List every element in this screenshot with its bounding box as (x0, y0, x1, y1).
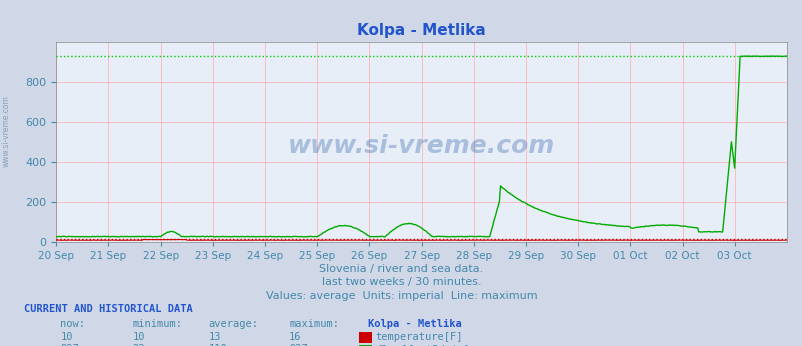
Text: 16: 16 (289, 332, 302, 342)
Title: Kolpa - Metlika: Kolpa - Metlika (357, 22, 485, 38)
Text: Slovenia / river and sea data.: Slovenia / river and sea data. (319, 264, 483, 274)
Text: average:: average: (209, 319, 258, 329)
Text: 110: 110 (209, 344, 227, 346)
Text: www.si-vreme.com: www.si-vreme.com (288, 134, 554, 158)
Text: 13: 13 (209, 332, 221, 342)
Text: 10: 10 (132, 332, 145, 342)
Text: www.si-vreme.com: www.si-vreme.com (2, 95, 11, 167)
Text: now:: now: (60, 319, 85, 329)
Text: maximum:: maximum: (289, 319, 338, 329)
Text: 927: 927 (60, 344, 79, 346)
Text: 10: 10 (60, 332, 73, 342)
Text: 927: 927 (289, 344, 307, 346)
Text: flow[foot3/min]: flow[foot3/min] (375, 344, 469, 346)
Text: Kolpa - Metlika: Kolpa - Metlika (367, 319, 461, 329)
Text: 23: 23 (132, 344, 145, 346)
Text: minimum:: minimum: (132, 319, 182, 329)
Text: temperature[F]: temperature[F] (375, 332, 463, 342)
Text: last two weeks / 30 minutes.: last two weeks / 30 minutes. (322, 277, 480, 288)
Text: CURRENT AND HISTORICAL DATA: CURRENT AND HISTORICAL DATA (24, 304, 192, 314)
Text: Values: average  Units: imperial  Line: maximum: Values: average Units: imperial Line: ma… (265, 291, 537, 301)
